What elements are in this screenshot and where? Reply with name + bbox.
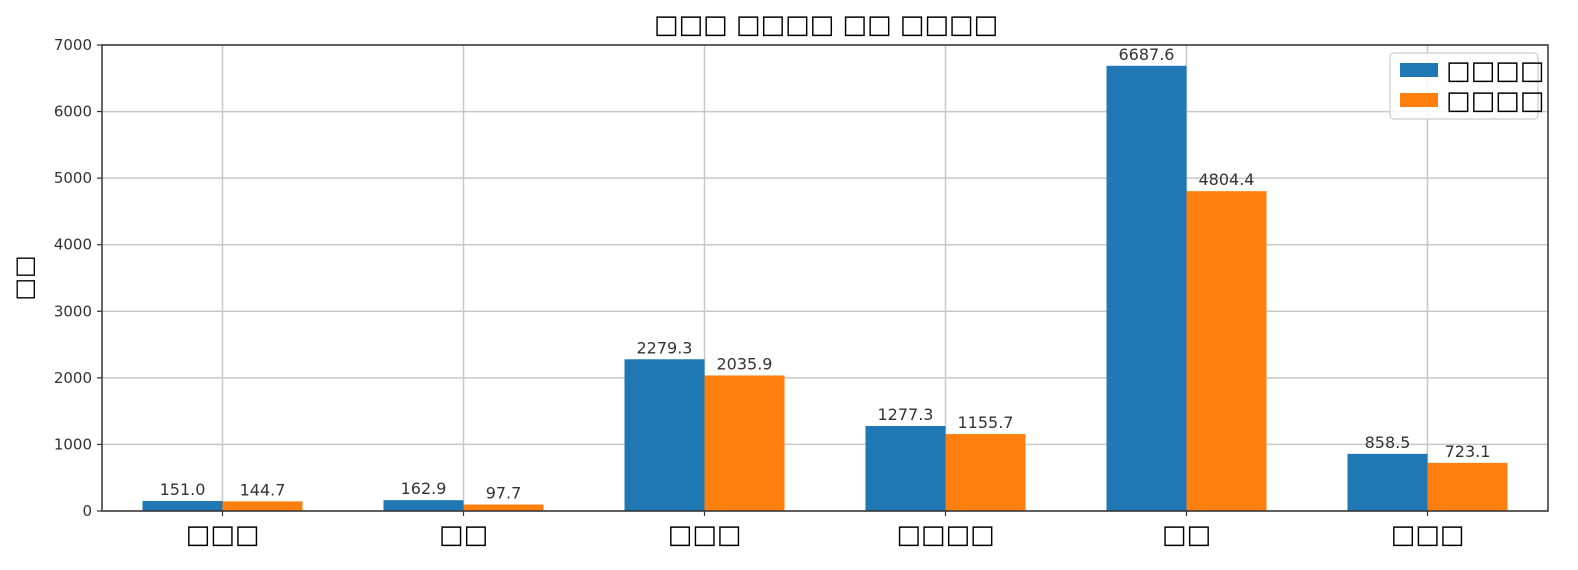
bar-series-1: [383, 500, 464, 511]
y-tick-label: 1000: [54, 435, 92, 453]
bar-series-2: [1427, 462, 1508, 511]
plot-border: [101, 44, 1549, 512]
bar-value-label: 144.7: [240, 480, 286, 499]
y-tick-label: 7000: [54, 36, 92, 54]
x-axis-categories: □□□ □□ □□□ □□□□ □□ □□□: [186, 511, 1465, 550]
bar-value-label: 2035.9: [717, 354, 773, 373]
x-category-label: □□□□: [896, 520, 994, 550]
bar-series-1: [1347, 453, 1428, 511]
x-category-label: □□□: [186, 520, 260, 550]
legend: □□□□□□□□: [1389, 52, 1544, 120]
x-category-label: □□□: [1391, 520, 1465, 550]
bar-series-2: [704, 375, 785, 511]
y-tick-label: 4000: [54, 236, 92, 254]
y-tick-label: 3000: [54, 302, 92, 320]
legend-swatch: [1400, 93, 1438, 107]
y-tick-label: 2000: [54, 369, 92, 387]
bar-value-label: 97.7: [486, 483, 522, 502]
bar-value-labels: 151.0 162.9 2279.3 1277.3 6687.6 858.5 144.7 97…: [160, 45, 1491, 503]
bar-series-1: [142, 500, 223, 511]
bar-series-2: [463, 504, 544, 511]
y-axis-ticks: 0 1000 2000 3000 4000 5000 6000 7000: [54, 36, 102, 520]
bar-value-label: 162.9: [401, 479, 447, 498]
bars: [142, 65, 1508, 512]
bar-series-2: [945, 434, 1026, 511]
bar-series-2: [222, 501, 303, 511]
legend-swatch: [1400, 63, 1438, 77]
bar-value-label: 1155.7: [958, 413, 1014, 432]
y-axis-label: □□: [10, 255, 38, 300]
bar-value-label: 858.5: [1365, 433, 1411, 452]
bar-value-label: 4804.4: [1199, 170, 1255, 189]
x-category-label: □□: [439, 520, 488, 550]
y-tick-label: 6000: [54, 103, 92, 121]
bar-value-label: 1277.3: [878, 405, 934, 424]
bar-series-1: [865, 425, 946, 511]
x-category-label: □□: [1162, 520, 1211, 550]
bar-series-1: [1106, 65, 1187, 512]
bar-value-label: 723.1: [1445, 442, 1491, 461]
legend-label: □□□□: [1446, 86, 1544, 116]
y-tick-label: 5000: [54, 169, 92, 187]
bar-series-1: [624, 359, 705, 511]
bar-value-label: 6687.6: [1119, 45, 1175, 64]
chart-title: □□□ □□□□ □□ □□□□: [654, 10, 998, 40]
bar-value-label: 151.0: [160, 480, 206, 499]
y-tick-label: 0: [82, 502, 92, 520]
grid-lines: [102, 44, 1548, 512]
plot-frame: [101, 44, 1549, 512]
legend-label: □□□□: [1446, 56, 1544, 86]
bar-series-2: [1186, 191, 1267, 511]
bar-value-label: 2279.3: [637, 338, 693, 357]
x-category-label: □□□: [668, 520, 742, 550]
